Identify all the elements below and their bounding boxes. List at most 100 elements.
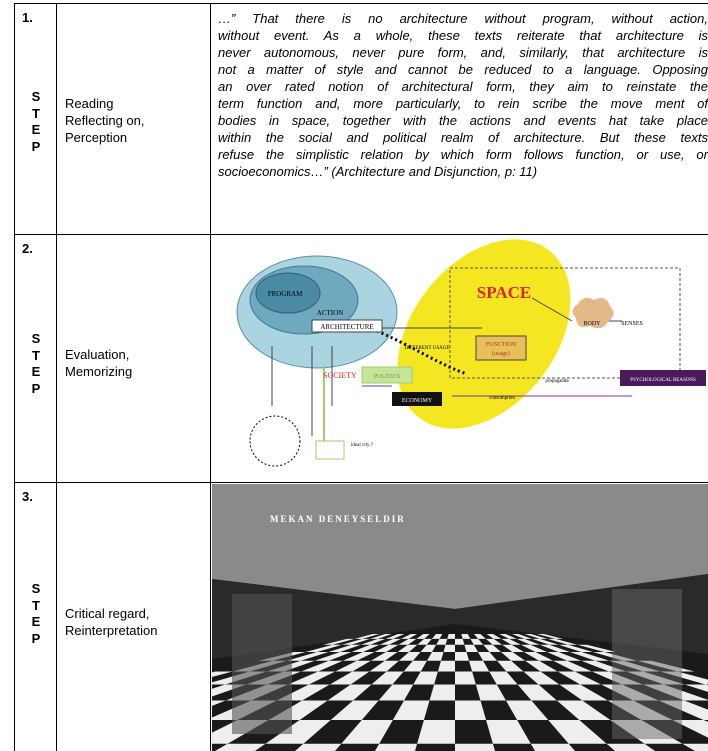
floor-tile <box>327 684 372 701</box>
step-letter: T <box>32 105 40 121</box>
step-number: 1. <box>22 10 33 25</box>
step-letter: P <box>31 381 41 397</box>
border <box>14 482 708 483</box>
floor-tile <box>532 638 559 645</box>
floor-tile <box>371 671 404 685</box>
step-letter: T <box>32 347 40 363</box>
step-letter: P <box>31 139 41 155</box>
floor-tile <box>314 651 352 661</box>
diagram-label: SPACE <box>477 283 531 302</box>
floor-tile <box>486 634 502 639</box>
diagram-label: SENSES <box>621 321 643 327</box>
floor-tile <box>505 700 549 720</box>
floor-tile <box>328 644 361 652</box>
floor-tile <box>500 651 526 661</box>
border <box>14 3 708 4</box>
floor-tile <box>569 651 610 661</box>
photo: MEKAN DENEYSELDIR <box>212 484 708 751</box>
floor-tile <box>559 684 608 701</box>
step-letter: E <box>31 614 41 630</box>
floor-tile <box>379 638 401 645</box>
floor-tile <box>537 634 564 639</box>
floor-tile <box>397 644 418 652</box>
floor-tile <box>374 644 399 652</box>
floor-tile <box>464 644 478 652</box>
border <box>210 3 211 751</box>
floor-tile <box>470 638 484 645</box>
quote-line: without event. As a whole, these texts r… <box>218 28 708 43</box>
diagram-label: propaganda <box>545 379 569 384</box>
floor-tile <box>523 671 560 685</box>
floor-tile <box>287 671 336 685</box>
step-label: Perception <box>65 130 128 145</box>
floor-tile <box>426 651 444 661</box>
floor-tile <box>305 644 342 652</box>
step-label: Critical regard, <box>65 606 150 621</box>
floor-tile <box>351 644 380 652</box>
floor-tile <box>417 638 432 645</box>
diagram-label: PROGRAM <box>268 290 303 298</box>
floor-tile <box>330 700 379 720</box>
floor-tile <box>501 638 521 645</box>
floor-tile <box>341 638 371 645</box>
floor-tile <box>215 743 266 751</box>
diagram-label: (usage) <box>492 350 510 357</box>
step-label: Memorizing <box>65 364 133 379</box>
quote-line: term function and, more particularly, to… <box>218 96 708 111</box>
floor-tile <box>436 638 448 645</box>
floor-tile <box>502 644 524 652</box>
step-label: Reflecting on, <box>65 113 145 128</box>
floor-tile <box>443 644 455 652</box>
floor-tile <box>461 634 471 639</box>
floor-tile <box>473 634 486 639</box>
floor-tile <box>335 660 371 672</box>
floor-tile <box>497 660 524 672</box>
floor-tile <box>398 638 417 645</box>
floor-tile <box>455 671 476 685</box>
step-letter: P <box>31 631 41 647</box>
floor-tile <box>546 651 582 661</box>
floor-tile <box>556 700 611 720</box>
floor-tile <box>420 644 437 652</box>
floor-tile <box>577 644 616 652</box>
floor-tile <box>437 660 455 672</box>
diagram-label: ideal city ? <box>351 443 374 448</box>
floor-tile <box>455 700 487 720</box>
step-number: 3. <box>22 489 33 504</box>
floor-tile <box>553 660 592 672</box>
floor-tile <box>477 651 498 661</box>
quote-line: not a matter of style and cannot be redu… <box>218 62 708 77</box>
floor-tile <box>516 638 540 645</box>
diagram-label: PSYCHOLOGICAL REASONS <box>630 378 696 383</box>
diagram-label: BODY <box>583 321 601 327</box>
floor-tile <box>429 684 455 701</box>
floor-tile <box>400 634 418 639</box>
floor-tile <box>416 634 430 639</box>
floor-tile <box>413 671 438 685</box>
floor-tile <box>455 743 495 751</box>
floor-tile <box>265 719 331 744</box>
diagram-label: consumption <box>489 396 515 401</box>
floor-tile <box>489 671 518 685</box>
floor-tile <box>431 634 443 639</box>
floor-tile <box>557 671 602 685</box>
floor-tile <box>341 719 393 744</box>
floor-tile <box>511 634 533 639</box>
photo-caption: MEKAN DENEYSELDIR <box>270 514 406 524</box>
floor-tile <box>370 651 398 661</box>
floor-tile <box>517 684 557 701</box>
floor-tile <box>378 684 414 701</box>
quote-line: bodies in space, together with the actio… <box>218 113 708 128</box>
floor-tile <box>323 638 355 645</box>
diagram-label: ARCHITECTURE <box>320 323 373 331</box>
quote-line: an over rated notion of architectural fo… <box>218 79 708 94</box>
floor-tile <box>558 644 593 652</box>
floor-tile <box>301 660 343 672</box>
floor-tile <box>403 660 427 672</box>
diagram-label: ECONOMY <box>402 398 433 404</box>
floor-tile <box>682 743 708 751</box>
floor-tile <box>295 743 342 751</box>
floor-tile <box>485 638 503 645</box>
floor-tile <box>369 660 399 672</box>
